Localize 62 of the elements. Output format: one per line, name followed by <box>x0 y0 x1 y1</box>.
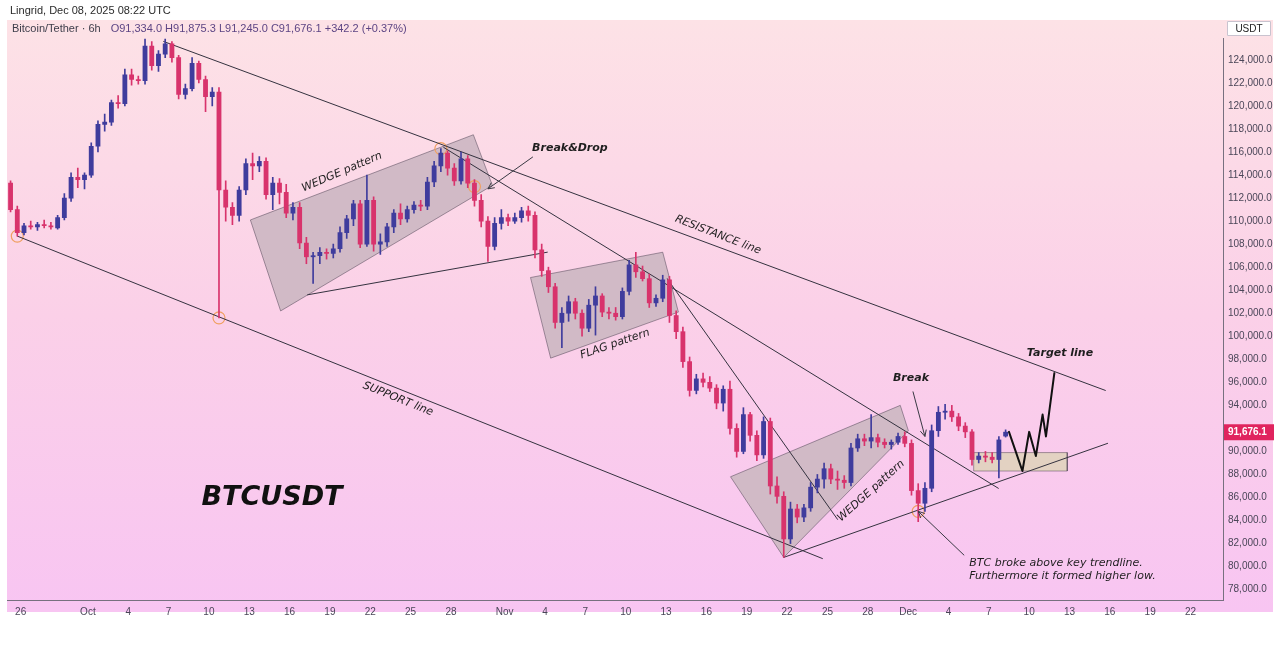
y-tick-label: 100,000.0 <box>1228 330 1273 342</box>
annotation: BTCUSDT <box>201 480 346 512</box>
chart-subtitle: O91,334.0 H91,875.3 L91,245.0 C91,676.1 +342.2 (+0.37%) <box>110 22 407 35</box>
x-tick-label: 25 <box>405 605 417 617</box>
y-tick-label: 106,000.0 <box>1228 260 1273 272</box>
x-tick-label: 28 <box>862 605 874 617</box>
y-tick-label: 78,000.0 <box>1228 583 1268 595</box>
x-tick-label: 16 <box>700 605 713 617</box>
y-tick-label: 116,000.0 <box>1228 145 1273 157</box>
x-tick-label: 26 <box>15 605 27 617</box>
x-tick-label: 25 <box>821 605 834 617</box>
y-tick-label: 94,000.0 <box>1228 399 1268 411</box>
x-tick-label: 16 <box>1104 605 1116 617</box>
x-tick-label: 22 <box>364 605 377 617</box>
x-tick-label: 22 <box>1184 605 1197 617</box>
y-tick-label: 120,000.0 <box>1228 99 1273 111</box>
text: Lingrid, Dec 08, 2025 08:22 UTC <box>10 4 171 17</box>
x-tick-label: 19 <box>741 605 753 617</box>
text: 91,676.1 <box>1228 425 1268 437</box>
x-tick-label: 4 <box>945 605 952 617</box>
x-tick-label: Oct <box>80 605 96 617</box>
y-tick-label: 114,000.0 <box>1228 168 1273 180</box>
y-tick-label: 110,000.0 <box>1228 214 1273 226</box>
x-tick-label: 19 <box>324 605 336 617</box>
y-tick-label: 122,000.0 <box>1228 76 1273 88</box>
x-tick-label: Nov <box>495 605 514 617</box>
y-tick-label: 98,000.0 <box>1228 353 1268 365</box>
y-tick-label: 90,000.0 <box>1228 445 1268 457</box>
y-tick-label: 84,000.0 <box>1228 514 1268 526</box>
y-tick-label: 104,000.0 <box>1228 283 1273 295</box>
chart-title: Bitcoin/Tether · 6h <box>12 22 101 35</box>
y-tick-label: 112,000.0 <box>1228 191 1273 203</box>
y-tick-label: 86,000.0 <box>1228 491 1268 503</box>
x-tick-label: 13 <box>243 605 256 617</box>
x-tick-label: 7 <box>986 605 993 617</box>
x-tick-label: 7 <box>165 605 172 617</box>
annotation: BTC broke above key trendline. Furthermore it formed higher low. <box>969 556 1156 583</box>
x-tick-label: 13 <box>660 605 673 617</box>
x-tick-label: 22 <box>781 605 794 617</box>
y-tick-label: 124,000.0 <box>1228 53 1273 65</box>
x-tick-label: 13 <box>1063 605 1076 617</box>
x-tick-label: 4 <box>125 605 132 617</box>
annotation: Break&Drop <box>532 140 608 154</box>
x-tick-label: 10 <box>203 605 215 617</box>
y-tick-label: 102,000.0 <box>1228 306 1273 318</box>
x-tick-label: 28 <box>445 605 457 617</box>
x-tick-label: Dec <box>899 605 918 617</box>
x-tick-label: 19 <box>1144 605 1157 617</box>
annotation: Break <box>892 371 930 385</box>
y-tick-label: 82,000.0 <box>1228 537 1268 549</box>
y-tick-label: 108,000.0 <box>1228 237 1273 249</box>
x-tick-label: 10 <box>620 605 632 617</box>
y-tick-label: 96,000.0 <box>1228 376 1268 388</box>
y-tick-label: 88,000.0 <box>1228 468 1268 480</box>
y-tick-label: 118,000.0 <box>1228 122 1273 134</box>
x-tick-label: 16 <box>284 605 296 617</box>
x-tick-label: 10 <box>1023 605 1036 617</box>
y-tick-label: 80,000.0 <box>1228 560 1268 572</box>
x-tick-label: 7 <box>582 605 589 617</box>
annotation: Target line <box>1026 345 1094 359</box>
x-tick-label: 4 <box>542 605 549 617</box>
y-axis-title: USDT <box>1235 22 1263 34</box>
